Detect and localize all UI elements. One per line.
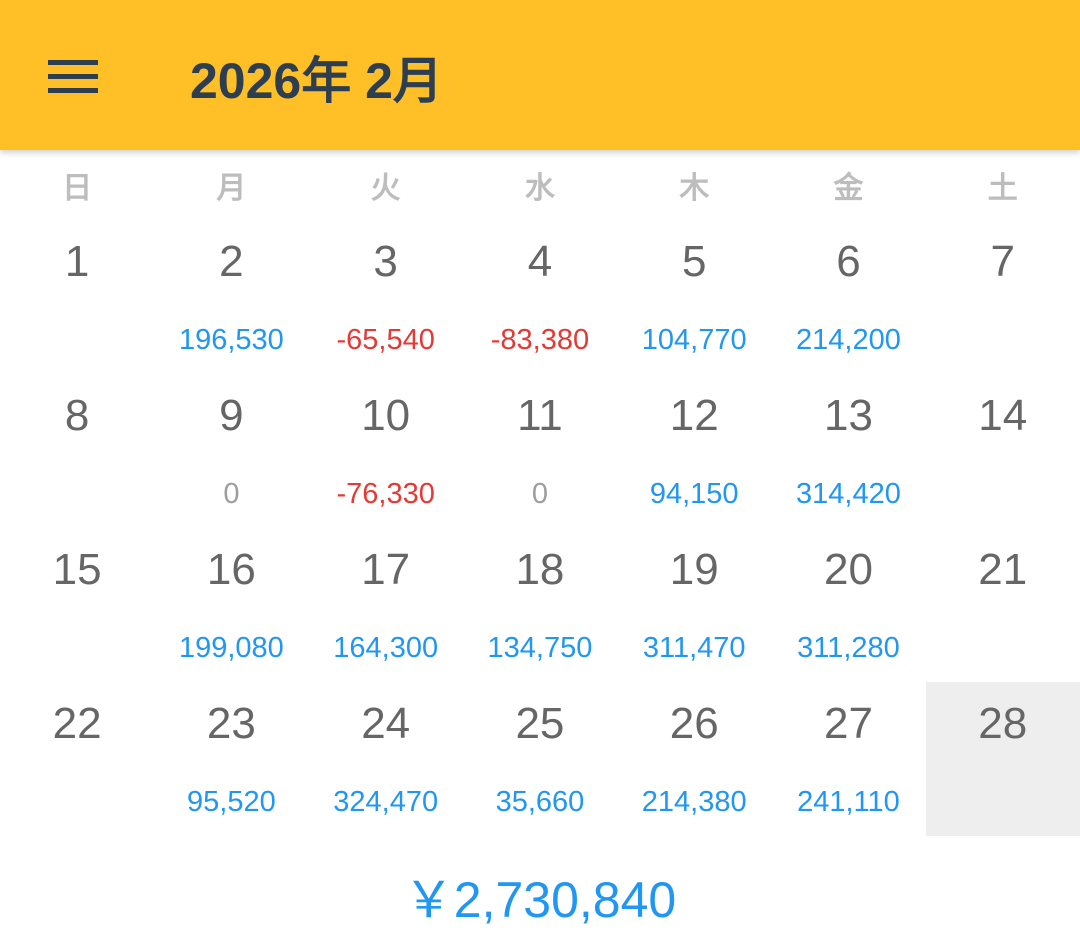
weekday-sun: 日 <box>62 172 93 205</box>
calendar-day-cell[interactable]: 17 164,300 <box>309 528 463 682</box>
calendar-day-cell[interactable]: 24 324,470 <box>309 682 463 836</box>
day-amount: 324,470 <box>333 786 439 818</box>
day-number: 5 <box>681 237 707 286</box>
day-amount: 314,420 <box>796 478 901 510</box>
day-number: 7 <box>990 237 1015 286</box>
calendar-day-cell[interactable]: 6 214,200 <box>771 220 925 374</box>
page-title: 2026年 2月 <box>190 53 443 109</box>
day-number: 18 <box>515 545 565 594</box>
day-number: 9 <box>219 391 244 440</box>
day-amount: 241,110 <box>797 786 900 818</box>
day-number: 23 <box>206 699 256 748</box>
day-number: 3 <box>373 237 398 286</box>
calendar-day-cell[interactable]: 4 -83,380 <box>463 220 617 374</box>
calendar-day-cell[interactable]: 22 <box>0 682 154 836</box>
calendar-day-cell[interactable]: 25 35,660 <box>463 682 617 836</box>
day-number: 15 <box>52 545 102 594</box>
day-number: 24 <box>361 699 411 748</box>
day-number: 26 <box>669 699 719 748</box>
day-number: 19 <box>669 545 719 594</box>
day-number: 12 <box>669 391 719 440</box>
calendar-day-cell[interactable]: 1 <box>0 220 154 374</box>
calendar-day-cell[interactable]: 7 <box>926 220 1080 374</box>
day-amount: 164,300 <box>333 632 439 664</box>
calendar-day-cell[interactable]: 11 0 <box>463 374 617 528</box>
weekday-tue: 火 <box>370 172 401 205</box>
day-number: 28 <box>978 699 1028 748</box>
calendar-day-cell[interactable]: 21 <box>926 528 1080 682</box>
day-number: 27 <box>823 699 873 748</box>
calendar-day-cell[interactable]: 19 311,470 <box>617 528 771 682</box>
calendar-day-cell[interactable]: 20 311,280 <box>771 528 925 682</box>
hamburger-menu-icon[interactable] <box>48 60 98 94</box>
day-amount: 134,750 <box>487 632 593 664</box>
calendar-day-cell[interactable]: 5 104,770 <box>617 220 771 374</box>
calendar-day-cell[interactable]: 26 214,380 <box>617 682 771 836</box>
day-amount: 214,200 <box>796 324 901 356</box>
monthly-total: ￥2,730,840 <box>403 872 677 928</box>
calendar-day-cell[interactable]: 13 314,420 <box>771 374 925 528</box>
day-number: 13 <box>823 391 873 440</box>
day-amount: 104,770 <box>641 324 747 356</box>
calendar-day-cell[interactable]: 8 <box>0 374 154 528</box>
day-number: 17 <box>361 545 411 594</box>
calendar-day-cell[interactable]: 14 <box>926 374 1080 528</box>
day-number: 16 <box>206 545 256 594</box>
day-amount: 35,660 <box>495 786 585 818</box>
calendar-day-cell[interactable]: 23 95,520 <box>154 682 308 836</box>
day-number: 22 <box>52 699 102 748</box>
weekday-mon: 月 <box>216 172 247 205</box>
app-bar: 2026年 2月 <box>0 0 1080 150</box>
calendar-day-cell[interactable]: 16 199,080 <box>154 528 308 682</box>
calendar-day-cell[interactable]: 10 -76,330 <box>309 374 463 528</box>
day-number: 1 <box>64 237 90 286</box>
day-number: 11 <box>517 391 563 440</box>
calendar-day-cell[interactable]: 15 <box>0 528 154 682</box>
day-amount: 0 <box>531 478 548 510</box>
weekday-header: 日 月 火 水 木 金 土 <box>0 166 1080 212</box>
calendar-day-cell[interactable]: 28 <box>925 682 1080 836</box>
day-amount: -83,380 <box>490 324 590 356</box>
day-number: 10 <box>361 391 411 440</box>
weekday-wed: 水 <box>524 172 555 205</box>
day-number: 2 <box>219 237 244 286</box>
day-amount: 311,280 <box>797 632 900 664</box>
day-amount: 311,470 <box>642 632 746 664</box>
calendar-day-cell[interactable]: 18 134,750 <box>463 528 617 682</box>
day-amount: 196,530 <box>178 324 284 356</box>
day-amount: 0 <box>223 478 240 510</box>
day-number: 6 <box>836 237 861 286</box>
day-amount: 95,520 <box>187 786 276 818</box>
calendar-day-cell[interactable]: 3 -65,540 <box>309 220 463 374</box>
day-amount: 94,150 <box>649 478 739 510</box>
weekday-thu: 木 <box>679 172 710 205</box>
day-amount: 214,380 <box>641 786 747 818</box>
day-number: 20 <box>823 545 873 594</box>
day-number: 14 <box>978 391 1028 440</box>
calendar-day-cell[interactable]: 2 196,530 <box>154 220 308 374</box>
calendar-day-cell[interactable]: 12 94,150 <box>617 374 771 528</box>
weekday-fri: 金 <box>833 172 864 205</box>
calendar-grid: 1 2 196,530 3 -65,540 4 -83,380 5 104,770 6 214,20… <box>0 220 1080 836</box>
calendar-day-cell[interactable]: 27 241,110 <box>771 682 925 836</box>
day-amount: -65,540 <box>336 324 435 356</box>
weekday-sat: 土 <box>987 172 1018 205</box>
day-number: 21 <box>978 545 1028 594</box>
day-amount: -76,330 <box>336 478 435 510</box>
day-number: 4 <box>527 237 553 286</box>
day-number: 25 <box>515 699 565 748</box>
day-number: 8 <box>64 391 90 440</box>
day-amount: 199,080 <box>178 632 284 664</box>
